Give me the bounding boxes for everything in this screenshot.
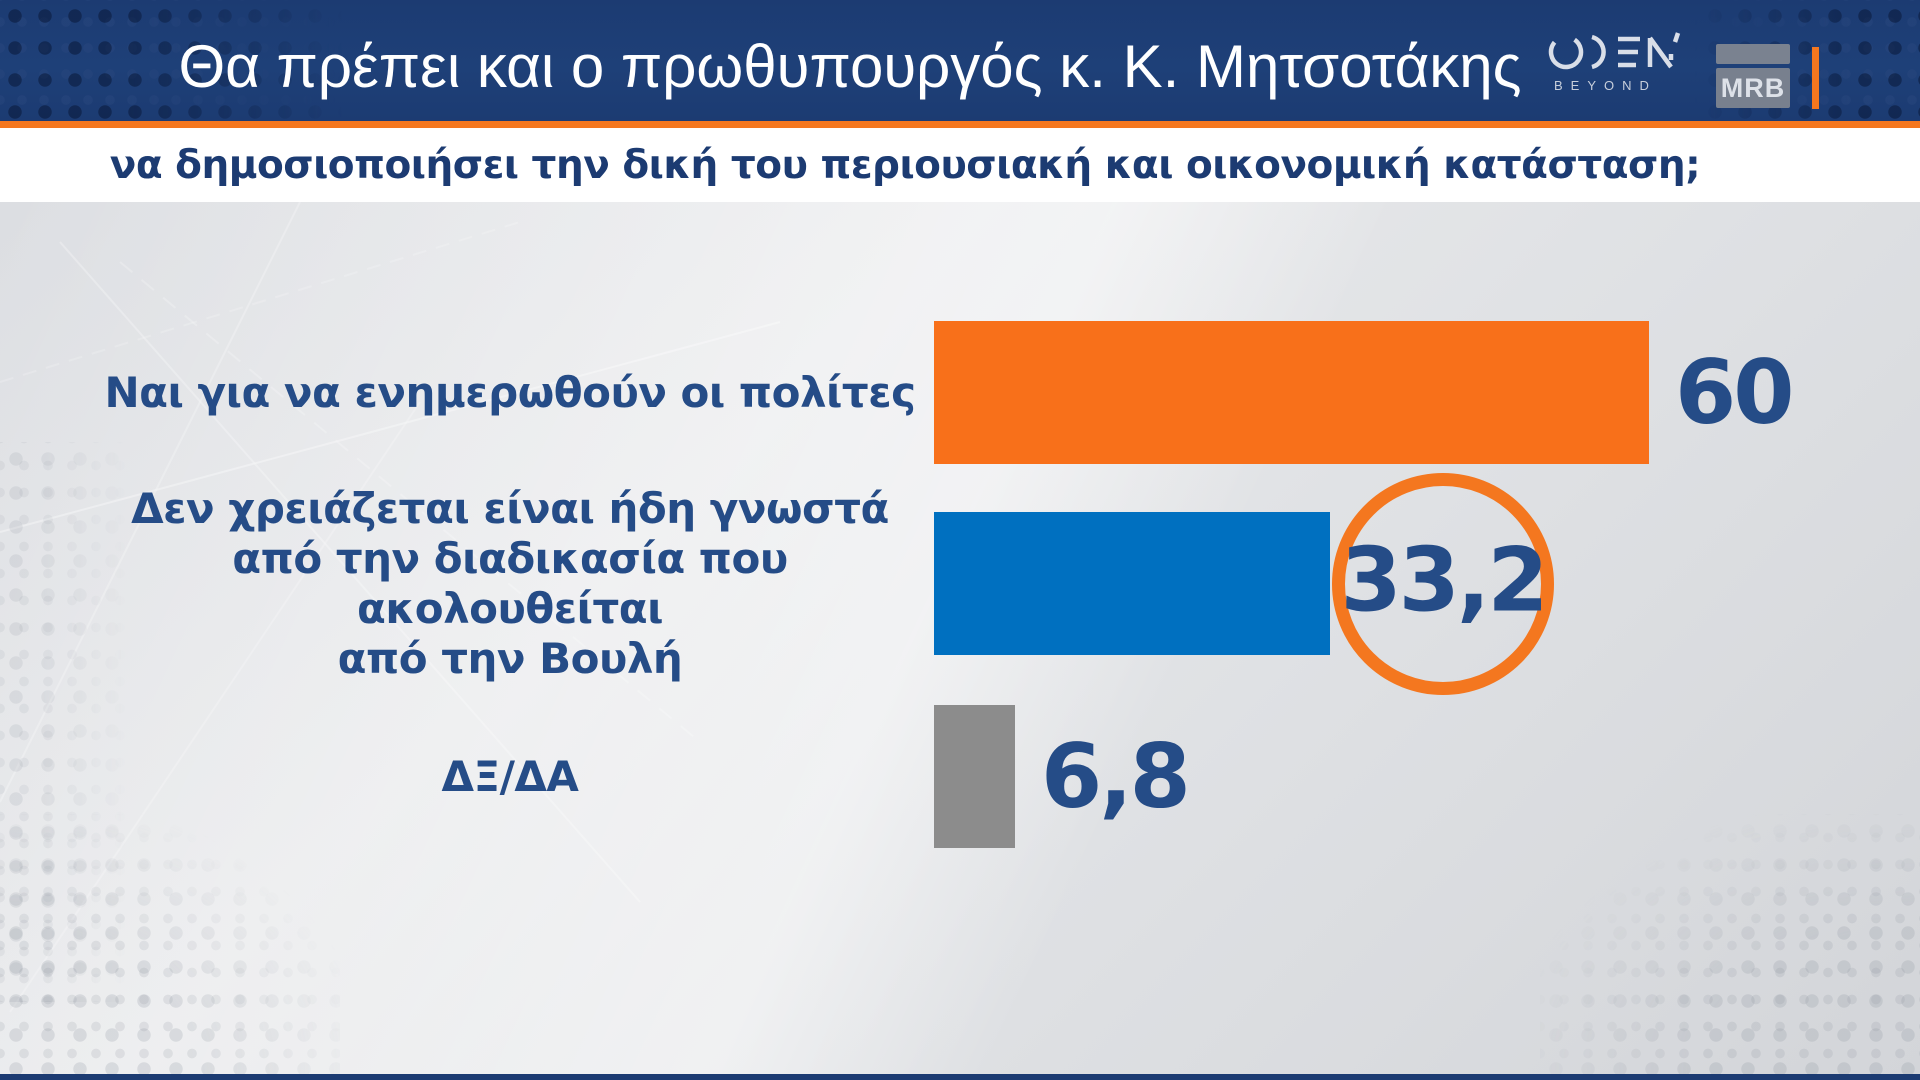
background-lines-texture (0, 202, 781, 1013)
bar-chart: Ναι για να ενημερωθούν οι πολίτες 60 Δεν… (0, 202, 1920, 1074)
dot-pattern-right (1670, 0, 1920, 121)
chart-row: Ναι για να ενημερωθούν οι πολίτες 60 (0, 321, 1920, 464)
orange-accent-bar (1812, 47, 1819, 109)
mrb-logo-top-block (1716, 44, 1790, 64)
bar-area: 6,8 (934, 705, 1191, 848)
value-label: 6,8 (1041, 725, 1191, 828)
open-tagline: BEYOND (1554, 78, 1657, 93)
bar-area: 60 (934, 321, 1794, 464)
value-label: 60 (1675, 341, 1794, 444)
mrb-logo: MRB (1716, 44, 1790, 108)
open-tv-icon (1548, 32, 1681, 70)
bar (934, 705, 1015, 848)
bottom-strip (0, 1074, 1920, 1080)
bar (934, 321, 1649, 464)
bar (934, 512, 1330, 655)
category-label: Ναι για να ενημερωθούν οι πολίτες (104, 367, 916, 417)
dot-pattern-bottom-right (1540, 814, 1920, 1074)
chart-row: ΔΞ/ΔΑ 6,8 (0, 705, 1920, 848)
bar-area: 33,2 (934, 472, 1554, 695)
value-label: 33,2 (1340, 527, 1548, 631)
open-logo: BEYOND (1548, 30, 1688, 93)
header: Θα πρέπει και ο πρωθυπουργός κ. Κ. Μητσο… (0, 0, 1920, 121)
category-label: Δεν χρειάζεται είναι ήδη γνωστά από την … (131, 483, 889, 683)
category-label: ΔΞ/ΔΑ (441, 751, 579, 801)
page-title: Θα πρέπει και ο πρωθυπουργός κ. Κ. Μητσο… (178, 33, 1522, 100)
question-subtitle: να δημοσιοποιήσει την δική του περιουσια… (109, 142, 1701, 188)
chart-row: Δεν χρειάζεται είναι ήδη γνωστά από την … (0, 472, 1920, 695)
highlight-circle: 33,2 (1332, 472, 1554, 695)
orange-divider (0, 121, 1920, 128)
mrb-logo-text: MRB (1716, 68, 1790, 108)
subtitle-band: να δημοσιοποιήσει την δική του περιουσια… (0, 128, 1920, 202)
